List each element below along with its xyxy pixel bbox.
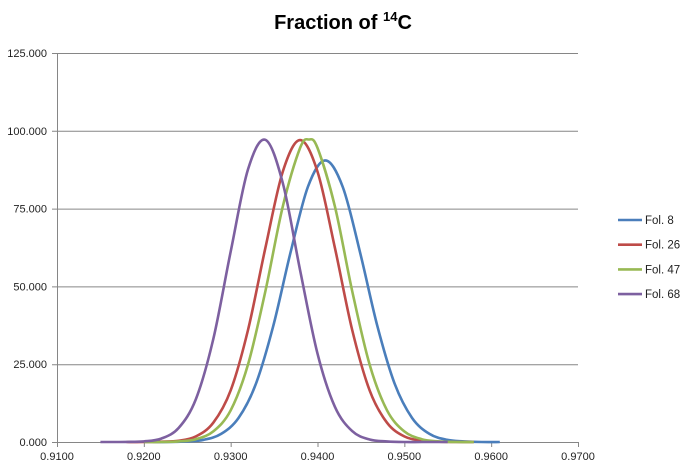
y-tick-label: 75.000 <box>13 204 47 216</box>
series-line-fol-68 <box>100 138 448 444</box>
x-tick-label: 0.9500 <box>388 451 422 463</box>
series-line-fol-26 <box>126 138 474 444</box>
x-tick-label: 0.9300 <box>214 451 248 463</box>
title-tail: C <box>397 12 411 34</box>
x-tick-label: 0.9100 <box>40 451 74 463</box>
x-tick-label: 0.9200 <box>127 451 161 463</box>
series-line-fol-8 <box>152 159 500 444</box>
y-tick-label: 25.000 <box>13 359 47 371</box>
legend-label: Fol. 68 <box>645 289 680 301</box>
x-tick-label: 0.9700 <box>561 451 595 463</box>
chart-title: Fraction of 14C <box>274 9 412 34</box>
legend: Fol. 8 Fol. 26 Fol. 47 Fol. 68 <box>618 215 680 301</box>
series-line-fol-47 <box>143 137 474 444</box>
axes: 0.000 25.000 50.000 75.000 100.000 125.000 0.9… <box>7 48 595 463</box>
x-tick-label: 0.9400 <box>301 451 335 463</box>
y-tick-label: 50.000 <box>13 281 47 293</box>
y-tick-label: 100.000 <box>7 126 47 138</box>
legend-label: Fol. 8 <box>645 215 674 227</box>
title-text: Fraction of <box>274 12 383 34</box>
title-superscript: 14 <box>383 9 398 24</box>
series-lines <box>100 137 500 444</box>
gridlines <box>52 53 578 443</box>
y-tick-label: 0.000 <box>19 437 47 449</box>
legend-label: Fol. 47 <box>645 264 680 276</box>
x-tick-label: 0.9600 <box>474 451 508 463</box>
legend-label: Fol. 26 <box>645 240 680 252</box>
y-tick-label: 125.000 <box>7 48 47 60</box>
